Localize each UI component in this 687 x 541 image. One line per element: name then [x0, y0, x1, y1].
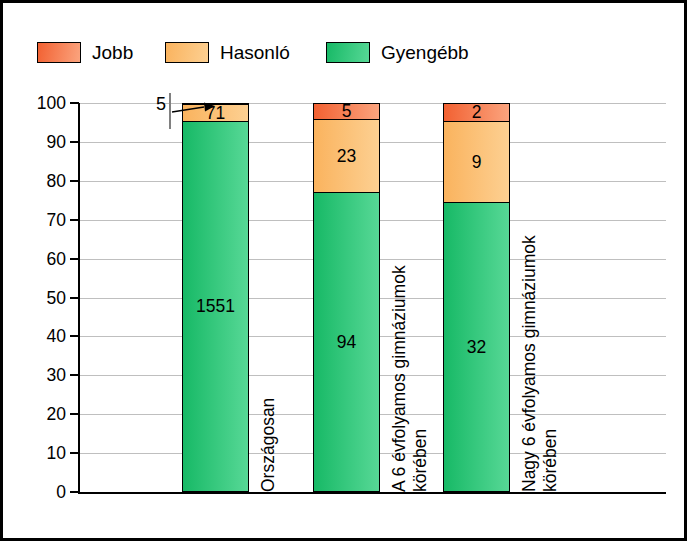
- y-axis-tick-30: [70, 374, 79, 376]
- y-axis-label-100: 100: [6, 93, 66, 113]
- legend-label-gyengebb: Gyengébb: [381, 42, 469, 63]
- y-axis-tick-70: [70, 219, 79, 221]
- segment-value-label: 1551: [196, 296, 235, 317]
- bar-2: 5 23 94: [313, 103, 380, 492]
- category-label-3: Nagy 6 évfolyamos gimnáziumok körében: [519, 106, 561, 492]
- segment-value-label: 5: [342, 103, 352, 119]
- bar-segment-hasonló: 9: [443, 121, 510, 202]
- y-axis-label-90: 90: [6, 132, 66, 152]
- annotation-value-label: 5: [139, 94, 166, 115]
- legend-item-hasonlo: Hasonló: [165, 42, 290, 63]
- category-label-1: Országosan: [258, 106, 279, 492]
- bar-segment-jobb: 5: [313, 103, 380, 119]
- y-axis-label-40: 40: [6, 326, 66, 346]
- y-axis-tick-20: [70, 413, 79, 415]
- bar-segment-gyengébb: 94: [313, 192, 380, 492]
- bar-1: 711551: [182, 103, 249, 492]
- y-axis-tick-80: [70, 180, 79, 182]
- legend-swatch-jobb: [37, 42, 81, 63]
- y-axis-tick-100: [70, 102, 79, 104]
- legend-item-jobb: Jobb: [37, 42, 133, 63]
- annotation-arrow-icon: [171, 99, 217, 117]
- legend-swatch-hasonlo: [165, 42, 209, 63]
- bar-segment-jobb: 2: [443, 103, 510, 121]
- chart-canvas: Jobb Hasonló Gyengébb 0 10 20 30 40 50 60 70 80 9…: [3, 3, 684, 538]
- chart-window: Jobb Hasonló Gyengébb 0 10 20 30 40 50 60 70 80 9…: [0, 0, 687, 541]
- segment-value-label: 2: [472, 103, 482, 121]
- y-axis-label-50: 50: [6, 288, 66, 308]
- segment-value-label: 9: [472, 152, 482, 173]
- segment-value-label: 32: [467, 337, 486, 358]
- segment-value-label: 23: [337, 146, 356, 167]
- bar-segment-hasonló: 23: [313, 119, 380, 192]
- bar-3: 2 9 32: [443, 103, 510, 492]
- y-axis-tick-0: [70, 491, 79, 493]
- y-axis-label-30: 30: [6, 365, 66, 385]
- bar-segment-gyengébb: 1551: [182, 121, 249, 492]
- bar-segment-gyengébb: 32: [443, 202, 510, 491]
- y-axis-label-10: 10: [6, 443, 66, 463]
- segment-value-label: 94: [337, 332, 356, 353]
- y-axis-label-80: 80: [6, 171, 66, 191]
- y-axis-label-20: 20: [6, 404, 66, 424]
- legend-label-jobb: Jobb: [92, 42, 133, 63]
- y-axis-label-0: 0: [6, 482, 66, 502]
- legend-label-hasonlo: Hasonló: [220, 42, 290, 63]
- category-label-2: A 6 évfolyamos gimnáziumok körében: [389, 106, 431, 492]
- legend-item-gyengebb: Gyengébb: [326, 42, 469, 63]
- y-axis-label-70: 70: [6, 210, 66, 230]
- y-axis-tick-60: [70, 258, 79, 260]
- legend-swatch-gyengebb: [326, 42, 370, 63]
- y-axis-tick-10: [70, 452, 79, 454]
- y-axis-label-60: 60: [6, 249, 66, 269]
- y-axis-tick-40: [70, 335, 79, 337]
- y-axis-tick-50: [70, 297, 79, 299]
- plot-area: 0102030405060708090100711551Országosan52…: [78, 103, 666, 494]
- y-axis-tick-90: [70, 141, 79, 143]
